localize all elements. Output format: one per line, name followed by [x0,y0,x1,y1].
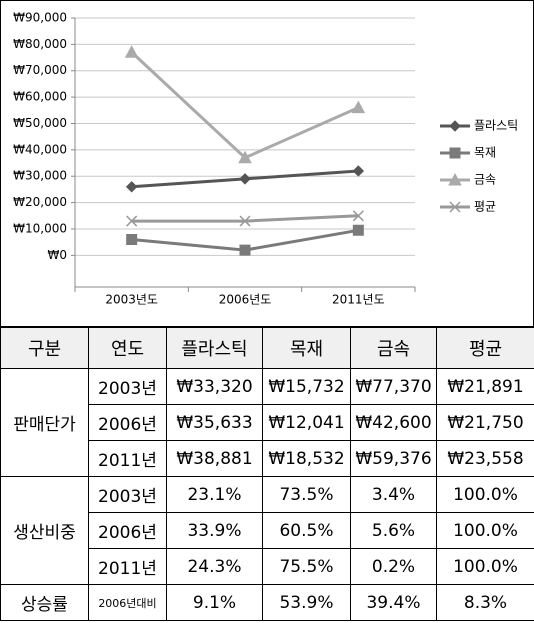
point [239,173,251,185]
data-table: 구분 연도 플라스틱 목재 금속 평균 판매단가 2003년 ₩33,320 ₩15,732 ₩77… [0,327,534,621]
table-cell: ₩59,376 [350,440,437,477]
point [352,165,365,177]
point [239,244,251,256]
chart-frame [0,0,534,327]
table-cell: ₩42,600 [350,404,437,441]
table-cell: 2011년 [88,548,167,585]
table-row: 2006년 33.9% 60.5% 5.6% 100.0% [1,512,534,549]
table-cell: 8.3% [436,584,534,621]
table-cell: ₩12,041 [262,404,351,441]
table-cell: 23.1% [166,476,263,513]
table-cell: 상승률 [0,584,89,621]
y-tick-label: ₩20,000 [13,195,67,209]
y-tick-label: ₩90,000 [13,11,67,25]
y-tick-label: ₩80,000 [13,37,67,51]
table-cell: 2003년 [88,476,167,513]
table-cell: ₩15,732 [262,368,351,405]
point [238,150,252,164]
table-cell: 플라스틱 [166,327,263,369]
table-cell: 2006년 [88,404,167,441]
table-row: 2011년 ₩38,881 ₩18,532 ₩59,376 ₩23,558 [1,440,534,477]
chart: ₩0 ₩10,000 ₩20,000 ₩30,000 ₩40,000 ₩50,000 ₩60… [0,0,534,327]
point [125,181,138,193]
table-row: 2006년 ₩35,633 ₩12,041 ₩42,600 ₩21,750 [1,404,534,441]
table-cell: 2011년 [88,440,167,477]
point [239,215,251,227]
table-cell: ₩33,320 [166,368,263,405]
point [126,215,138,227]
table-cell: 2006년 [88,512,167,549]
table-cell: 60.5% [262,512,351,549]
legend-marker [448,172,462,186]
y-tick-label: ₩30,000 [13,169,67,183]
table-cell: ₩23,558 [436,440,534,477]
table-cell: 100.0% [436,548,534,585]
table-cell: 판매단가 [0,368,89,477]
table-cell: ₩18,532 [262,440,351,477]
table-row: 2011년 24.3% 75.5% 0.2% 100.0% [1,548,534,585]
point [124,45,139,58]
table-cell: 2006년대비 [88,584,167,621]
legend-marker [449,120,461,132]
legend-label: 금속 [474,173,496,187]
table-cell: 5.6% [350,512,437,549]
point [351,100,366,114]
table-row: 상승률 2006년대비 9.1% 53.9% 39.4% 8.3% [0,584,534,621]
legend-label: 평균 [474,200,496,214]
table-row: 구분 연도 플라스틱 목재 금속 평균 [0,327,534,369]
table-cell: 100.0% [436,476,534,513]
legend-label: 목재 [474,146,496,160]
table-cell: 2003년 [88,368,167,405]
legend-label: 플라스틱 [474,119,518,133]
table-cell: 3.4% [350,476,437,513]
table-cell: 평균 [436,327,534,369]
point [352,210,364,222]
table-cell: ₩21,891 [436,368,534,405]
table-cell: ₩38,881 [166,440,263,477]
point [352,224,364,236]
y-tick-label: ₩70,000 [13,63,67,77]
table-cell: ₩77,370 [350,368,437,405]
table-cell: 53.9% [262,584,351,621]
table-cell: ₩35,633 [166,404,263,441]
y-tick-label: ₩50,000 [13,116,67,130]
table-cell: 구분 [0,327,89,369]
y-tick-label: ₩0 [48,248,68,262]
legend-marker [449,201,461,213]
table-row: 생산비중 2003년 23.1% 73.5% 3.4% 100.0% [0,476,534,585]
table-cell: 73.5% [262,476,351,513]
y-tick-label: ₩40,000 [13,142,67,156]
table-cell: 33.9% [166,512,263,549]
legend-marker [449,147,461,159]
table-cell: 39.4% [350,584,437,621]
table-cell: 0.2% [350,548,437,585]
table-cell: 24.3% [166,548,263,585]
table-cell: 75.5% [262,548,351,585]
y-tick-label: ₩10,000 [13,221,67,235]
table-cell: 금속 [350,327,437,369]
table-row: 판매단가 2003년 ₩33,320 ₩15,732 ₩77,370 ₩21,891 [0,368,534,477]
point [126,234,138,246]
x-tick-label: 2011년도 [332,293,385,307]
table-cell: 생산비중 [0,476,89,585]
table-cell: 연도 [88,327,167,369]
table-cell: 목재 [262,327,351,369]
x-tick-label: 2006년도 [219,293,272,307]
y-tick-label: ₩60,000 [13,90,67,104]
table-cell: ₩21,750 [436,404,534,441]
table-body: 구분 연도 플라스틱 목재 금속 평균 판매단가 2003년 ₩33,320 ₩15,732 ₩77… [0,327,534,621]
table-cell: 100.0% [436,512,534,549]
x-tick-label: 2003년도 [105,293,158,307]
table-cell: 9.1% [166,584,263,621]
